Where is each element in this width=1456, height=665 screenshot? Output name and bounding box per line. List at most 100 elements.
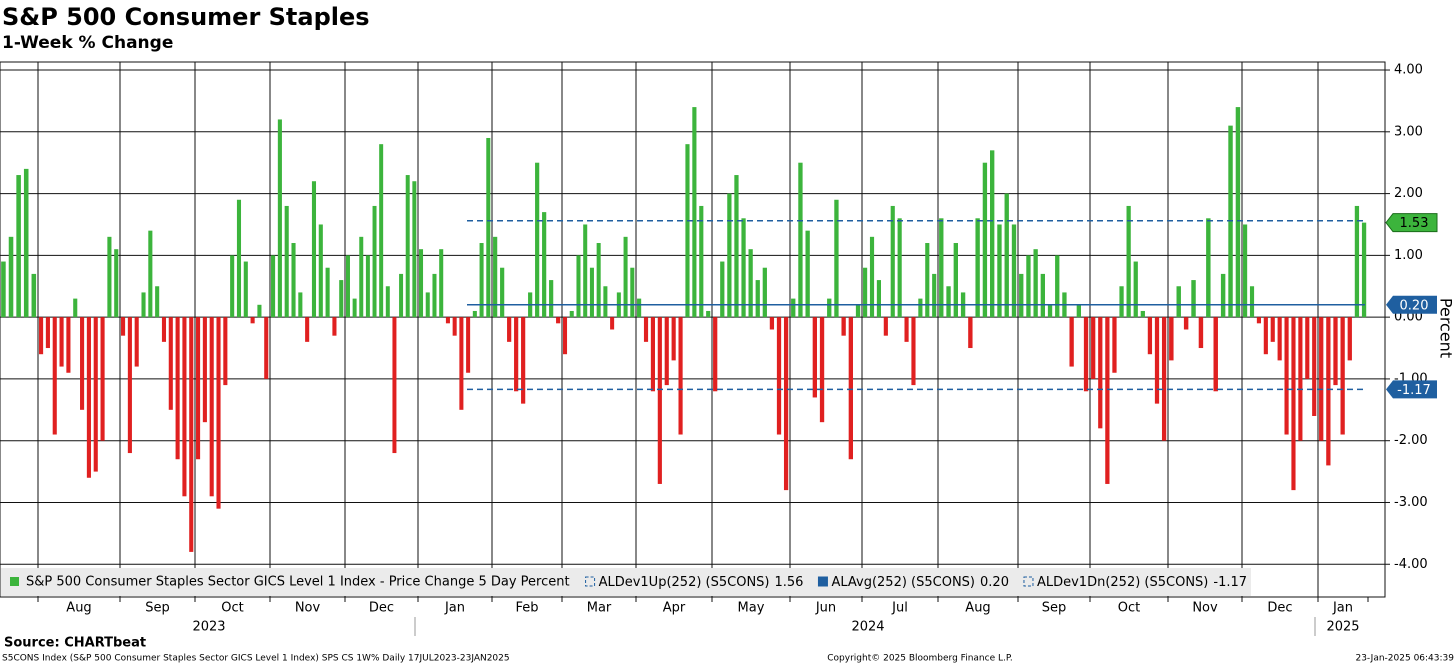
bar [869, 236, 875, 318]
x-tick-label: Jun [815, 601, 836, 616]
bar [890, 205, 895, 318]
bar [637, 298, 642, 318]
bar [975, 218, 980, 318]
year-label: 2025 [1326, 620, 1359, 635]
bar [236, 199, 242, 318]
bar [507, 317, 512, 342]
bar [339, 280, 344, 318]
bar [230, 255, 235, 318]
bar [569, 310, 574, 318]
bar [664, 317, 669, 386]
bar [264, 317, 269, 379]
bar [80, 317, 85, 410]
bar [925, 243, 930, 318]
bar [953, 243, 958, 318]
bar [630, 267, 635, 318]
x-tick-label: Oct [1118, 601, 1140, 616]
bar [1270, 317, 1275, 342]
bar [223, 317, 228, 386]
bar [1277, 317, 1282, 361]
bar [720, 261, 725, 318]
bar [148, 230, 153, 318]
bar [202, 317, 207, 423]
bar [650, 317, 655, 392]
y-tick-label: 2.00 [1394, 186, 1423, 201]
legend-entry: ALAvg(252) (S5CONS) 0.20 [831, 575, 1009, 590]
bar [39, 317, 44, 355]
bar [1112, 317, 1117, 373]
bar [372, 205, 377, 318]
bar [379, 144, 384, 318]
legend-value: 0.20 [980, 575, 1009, 590]
legend-swatch [10, 577, 19, 586]
chart-title: S&P 500 Consumer Staples [2, 3, 370, 31]
bar [542, 212, 547, 318]
bar [486, 137, 491, 318]
x-tick-label: Sep [145, 601, 170, 616]
x-tick-label: Oct [221, 601, 243, 616]
bar [805, 230, 810, 318]
bar [1026, 255, 1031, 318]
bar [425, 292, 430, 318]
bar [827, 298, 832, 318]
x-tick-label: Dec [369, 601, 394, 616]
bar [352, 298, 357, 318]
bar [466, 317, 471, 373]
bar [16, 175, 21, 318]
y-tick-label: 1.00 [1394, 248, 1423, 263]
bar [45, 317, 50, 349]
bar [755, 280, 760, 318]
x-tick-label: Apr [663, 601, 686, 616]
x-tick-label: Jan [1332, 601, 1353, 616]
bar [86, 317, 91, 478]
bar [1133, 261, 1138, 318]
bar [841, 317, 846, 336]
bar [791, 298, 796, 318]
bar [73, 298, 78, 318]
bar [692, 107, 697, 318]
bar [439, 249, 444, 318]
bar [216, 317, 221, 509]
bar [432, 273, 437, 318]
bar [1161, 317, 1167, 441]
bar [734, 175, 739, 318]
bar [209, 317, 214, 497]
bar [1284, 317, 1289, 435]
bar [141, 292, 146, 318]
x-tick-label: Nov [295, 601, 321, 616]
legend-name: ALDev1Up(252) (S5CONS) [599, 575, 770, 590]
bar [514, 317, 519, 392]
bar [305, 317, 310, 342]
bar [848, 317, 853, 460]
bar [699, 205, 704, 318]
bar [1361, 222, 1367, 318]
bar [1091, 317, 1096, 379]
bar [1055, 255, 1060, 318]
bar [93, 317, 98, 472]
bar [576, 255, 581, 318]
bar [1326, 317, 1331, 466]
bar [52, 317, 57, 435]
bar [168, 317, 173, 410]
bar [1347, 317, 1352, 361]
bar [121, 317, 126, 336]
footer-center: Copyright© 2025 Bloomberg Finance L.P. [827, 654, 1012, 664]
bar [1198, 317, 1204, 349]
bar [863, 267, 868, 318]
value-tag-label: -1.17 [1397, 383, 1431, 398]
bar [345, 255, 350, 318]
bar [819, 317, 825, 423]
bar [946, 286, 951, 318]
legend-swatch [817, 576, 828, 587]
legend-swatch [585, 576, 596, 587]
y-tick-label: 3.00 [1394, 124, 1423, 139]
bar [1076, 304, 1081, 318]
value-tag-label: 0.20 [1400, 298, 1429, 313]
bar [405, 175, 410, 318]
last-value-tag [1385, 213, 1438, 233]
legend-entry: ALDev1Up(252) (S5CONS) 1.56 [599, 575, 804, 590]
legend-value: -1.17 [1213, 575, 1247, 590]
bar [1340, 317, 1345, 435]
x-tick-label: Feb [515, 601, 538, 616]
bar [318, 224, 323, 318]
